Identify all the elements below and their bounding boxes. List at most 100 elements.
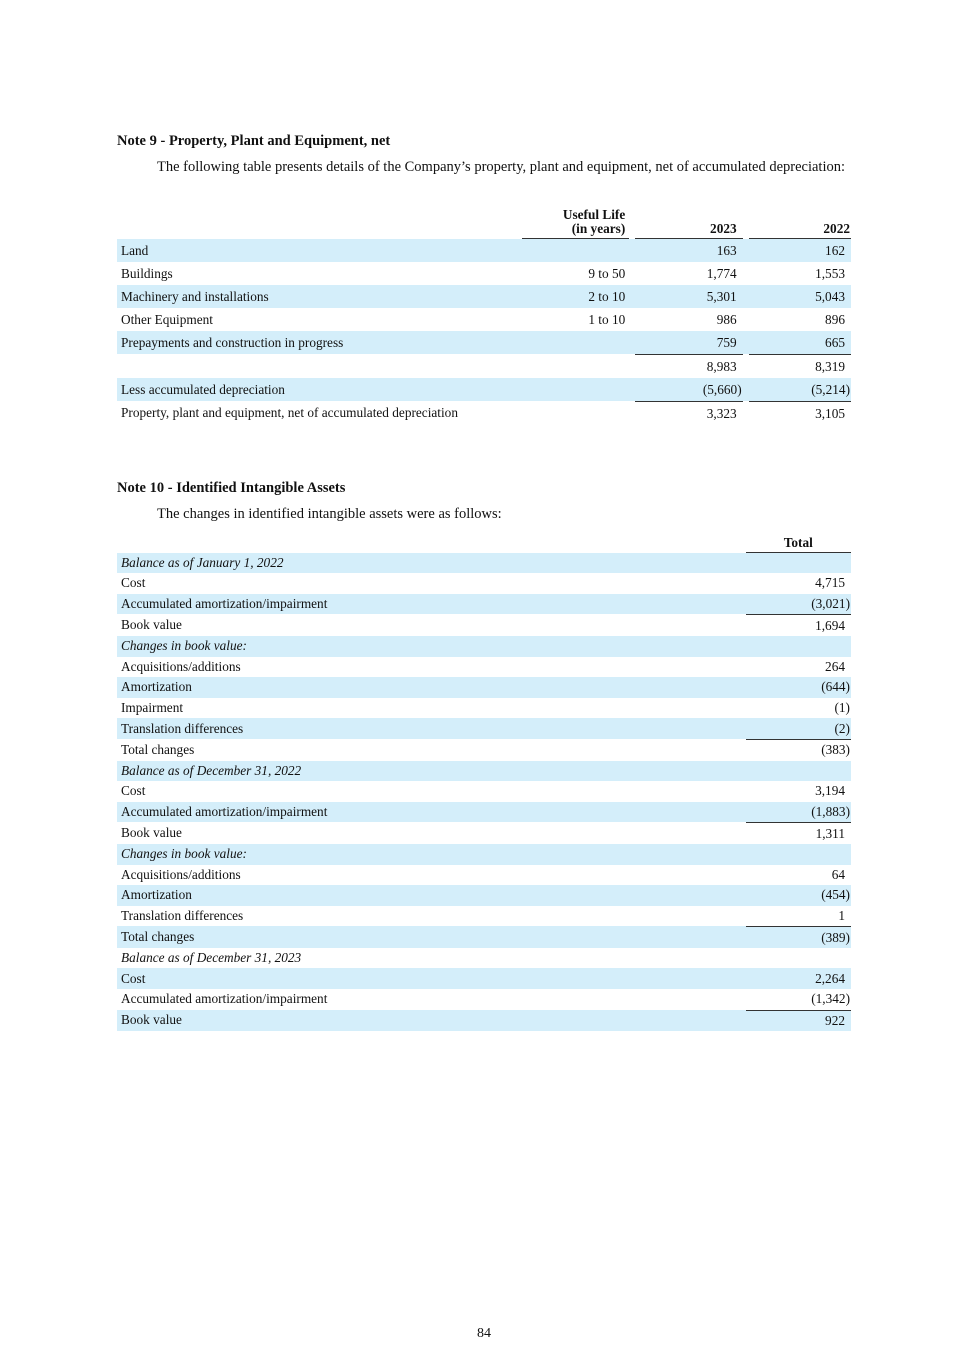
row-label: Acquisitions/additions: [121, 658, 241, 674]
page-number: 84: [477, 1326, 491, 1341]
table-row: Balance as of January 1, 2022: [117, 552, 851, 574]
value-2023: 759: [635, 331, 743, 354]
useful-life: [522, 401, 629, 425]
row-label: Changes in book value:: [117, 843, 746, 865]
value-2022: 5,043: [748, 285, 851, 308]
row-label: Changes in book value:: [117, 635, 746, 657]
table-row: Changes in book value:: [117, 635, 851, 657]
note9-intro: The following table presents details of …: [157, 159, 846, 175]
row-label: Cost: [121, 575, 146, 591]
intangible-assets-table: Total Balance as of January 1, 2022 Cost 4…: [117, 529, 851, 1032]
table-row: Accumulated amortization/impairment (1,34…: [117, 989, 851, 1010]
useful-life: 1 to 10: [588, 311, 626, 327]
table-row: Buildings 9 to 50 1,774 1,553: [117, 262, 851, 285]
table-row: Other Equipment 1 to 10 986 896: [117, 308, 851, 331]
row-label: Cost: [121, 783, 146, 799]
table-row: Cost 4,715: [117, 573, 851, 594]
row-value: [745, 635, 851, 657]
note9-title: Note 9 - Property, Plant and Equipment, …: [117, 133, 391, 149]
row-value: (383): [745, 738, 851, 761]
table-row: Cost 2,264: [117, 968, 851, 990]
row-label: Book value: [117, 1009, 746, 1032]
useful-life: [521, 378, 630, 401]
row-value: 264: [825, 658, 845, 674]
useful-life: 2 to 10: [521, 285, 630, 308]
table-row: Cost 3,194: [117, 781, 851, 802]
row-label: Balance as of December 31, 2022: [117, 760, 746, 782]
row-value: 1: [838, 907, 845, 923]
table-row: Book value 1,311: [117, 822, 851, 844]
row-value: 922: [745, 1009, 851, 1032]
row-label: Cost: [117, 968, 746, 990]
table-row: Balance as of December 31, 2022: [117, 760, 851, 782]
table-row: Machinery and installations 2 to 10 5,301 5…: [117, 285, 851, 308]
row-value: (1,342): [811, 991, 850, 1007]
row-label: Amortization: [117, 677, 746, 698]
table-row: Accumulated amortization/impairment (1,88…: [117, 801, 851, 823]
row-value: 2,264: [745, 968, 851, 990]
table-row: Property, plant and equipment, net of ac…: [117, 401, 851, 425]
table-row: Prepayments and construction in progress…: [117, 331, 851, 354]
note10-title: Note 10 - Identified Intangible Assets: [117, 480, 346, 496]
row-value: (1): [834, 700, 850, 716]
row-label: Other Equipment: [121, 311, 213, 327]
row-label: Impairment: [121, 700, 184, 716]
row-label: Less accumulated depreciation: [117, 378, 522, 401]
table-row: Amortization (644): [117, 677, 851, 698]
value-2023: 1,774: [706, 265, 737, 281]
row-label: Property, plant and equipment, net of ac…: [121, 405, 458, 420]
row-value: (644): [745, 677, 851, 698]
row-value: (454): [745, 885, 851, 906]
table-row: Balance as of December 31, 2023: [117, 948, 851, 969]
value-2023: 163: [635, 239, 743, 262]
value-2022: (5,214): [748, 378, 851, 401]
value-2023: 986: [716, 311, 737, 327]
table-row: Accumulated amortization/impairment (3,02…: [117, 593, 851, 615]
table-row: Book value 1,694: [117, 614, 851, 636]
table-row: Impairment (1): [117, 698, 851, 719]
row-value: (389): [745, 926, 851, 948]
spacer: [629, 239, 636, 262]
value-2022: 3,105: [748, 401, 851, 425]
row-value: 1,694: [745, 614, 851, 636]
row-value: [745, 760, 851, 782]
table-row: Less accumulated depreciation (5,660) (5,2…: [117, 378, 851, 401]
row-label: [117, 354, 522, 378]
row-label: Machinery and installations: [117, 285, 522, 308]
row-label: Accumulated amortization/impairment: [121, 991, 328, 1007]
ppe-table: Useful Life (in years) 2023 2022 Land 163 1…: [117, 208, 851, 425]
header-total: Total: [745, 529, 851, 553]
row-label: Land: [117, 239, 522, 262]
spacer: [742, 378, 749, 401]
spacer: [742, 285, 749, 308]
value-2023: (5,660): [635, 378, 743, 401]
row-value: 64: [831, 866, 845, 882]
spacer: [629, 378, 636, 401]
useful-life: 9 to 50: [588, 265, 626, 281]
useful-life: [522, 354, 629, 378]
spacer: [629, 285, 636, 308]
row-value: [745, 843, 851, 865]
value-2023: 3,323: [635, 401, 743, 425]
row-label: Book value: [121, 617, 182, 633]
row-value: 4,715: [815, 575, 845, 591]
value-2022: 665: [748, 331, 851, 354]
spacer: [629, 331, 636, 354]
row-label: Amortization: [117, 885, 746, 906]
table-row: Acquisitions/additions 264: [117, 657, 851, 678]
row-label: Total changes: [121, 741, 195, 757]
row-label: Book value: [121, 825, 182, 841]
table-row: Amortization (454): [117, 885, 851, 906]
row-label: Balance as of January 1, 2022: [117, 552, 746, 574]
table-row: Changes in book value:: [117, 843, 851, 865]
row-value: (2): [745, 718, 851, 739]
row-value: 1,311: [745, 822, 851, 844]
row-value: 3,194: [815, 783, 845, 799]
table-row: Total changes (389): [117, 926, 851, 948]
spacer: [742, 239, 749, 262]
value-2023: 8,983: [635, 354, 743, 378]
useful-life: [521, 239, 630, 262]
table-row: Translation differences 1: [117, 906, 851, 927]
row-label: Accumulated amortization/impairment: [117, 593, 746, 615]
